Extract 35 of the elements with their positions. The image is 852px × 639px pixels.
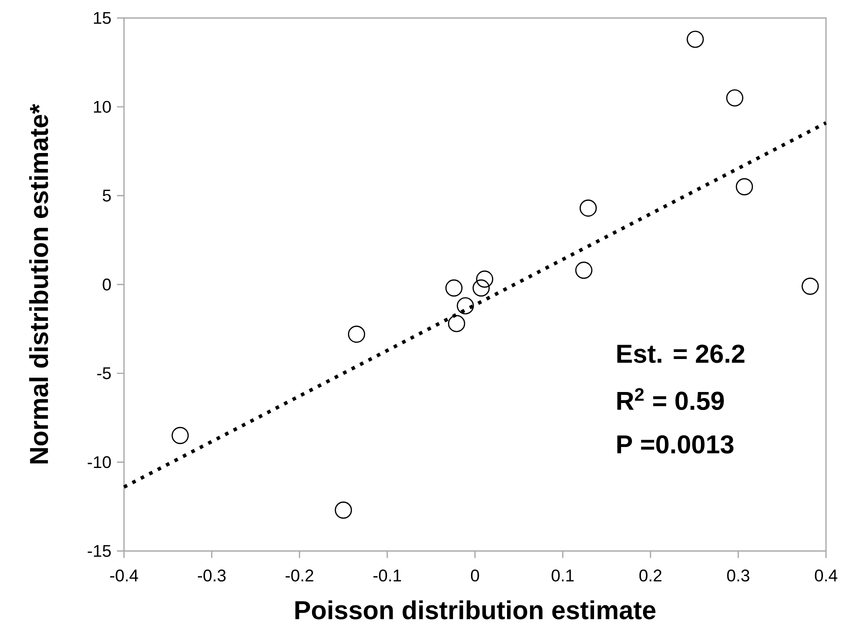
y-tick-label: -5: [97, 367, 111, 380]
point: [802, 278, 819, 295]
x-tick-label: -0.2: [286, 570, 314, 582]
x-axis-title: Poisson distribution estimate: [295, 600, 656, 620]
x-tick-label: 0.3: [727, 570, 750, 582]
x-tick-label: -0.3: [198, 570, 226, 582]
point: [456, 297, 474, 314]
x-tick-label: -0.1: [373, 570, 402, 582]
x-tick-label: 0.4: [814, 570, 838, 582]
point: [334, 502, 352, 519]
y-axis-title: Normal distribution estimate*: [29, 104, 48, 464]
annotation: P =0.0013: [617, 435, 734, 454]
point: [580, 199, 597, 217]
point: [472, 279, 490, 297]
x-tick-label: -0.4: [110, 570, 138, 582]
y-tick-label: -15: [88, 545, 111, 557]
point: [476, 270, 494, 288]
x-tick-label: 0.2: [639, 570, 662, 582]
point: [172, 426, 189, 444]
point: [686, 30, 704, 48]
y-tick-label: 15: [94, 12, 111, 24]
point: [445, 279, 463, 297]
annotation: R$^{2}$ = 0.59: [617, 388, 724, 410]
point: [348, 326, 366, 343]
y-tick-label: 0: [102, 278, 111, 290]
annotation: Est. = 26.2: [617, 344, 744, 363]
point: [726, 89, 744, 107]
y-tick-label: -10: [88, 456, 111, 468]
y-tick-label: 10: [94, 100, 111, 113]
x-tick-label: 0.1: [552, 570, 574, 582]
point: [575, 262, 592, 279]
x-tick-label: 0: [470, 570, 480, 582]
point: [448, 314, 466, 332]
y-tick-label: 5: [102, 190, 111, 202]
point: [736, 178, 753, 196]
